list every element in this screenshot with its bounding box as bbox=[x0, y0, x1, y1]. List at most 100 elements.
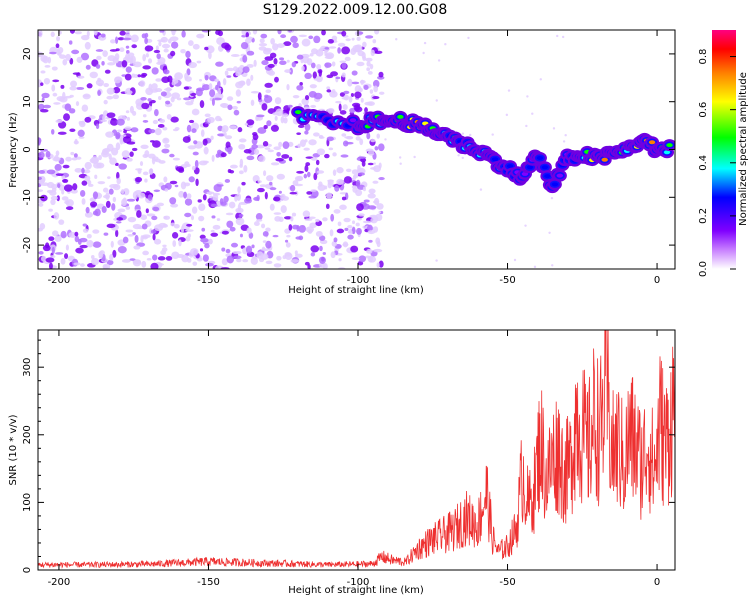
heatmap-noise-speck bbox=[354, 91, 362, 99]
heatmap-noise-speck bbox=[308, 35, 314, 40]
heatmap-noise-speck bbox=[125, 110, 130, 114]
heatmap-noise-speck bbox=[315, 218, 320, 223]
heatmap-noise-speck bbox=[157, 95, 162, 101]
heatmap-noise-speck bbox=[367, 70, 373, 75]
heatmap-noise-speck bbox=[189, 90, 193, 94]
heatmap-noise-speck bbox=[56, 195, 60, 202]
heatmap-noise-speck bbox=[326, 74, 334, 79]
heatmap-noise-speck bbox=[160, 250, 167, 256]
colorbar-tick-label: 0.8 bbox=[698, 49, 709, 65]
heatmap-noise-speck bbox=[193, 140, 198, 145]
heatmap-noise-speck bbox=[107, 62, 116, 66]
heatmap-noise-speck bbox=[183, 86, 190, 90]
heatmap-noise-speck bbox=[206, 191, 215, 195]
heatmap-noise-speck bbox=[44, 65, 51, 68]
heatmap-noise-speck bbox=[313, 35, 321, 44]
heatmap-noise-speck bbox=[221, 42, 230, 49]
heatmap-noise-speck bbox=[229, 169, 235, 174]
heatmap-noise-speck bbox=[43, 77, 51, 85]
heatmap-noise-speck bbox=[192, 43, 200, 50]
heatmap-noise-speck bbox=[103, 148, 111, 153]
heatmap-noise-speck bbox=[256, 144, 265, 149]
heatmap-noise-speck bbox=[149, 140, 155, 143]
heatmap-noise-speck bbox=[146, 213, 156, 217]
heatmap-noise-speck bbox=[286, 59, 290, 63]
heatmap-noise-speck bbox=[121, 150, 130, 159]
heatmap-noise-speck bbox=[111, 147, 119, 156]
heatmap-noise-speck bbox=[123, 129, 127, 134]
heatmap-noise-speck bbox=[351, 37, 355, 41]
heatmap-noise-speck bbox=[550, 196, 554, 200]
heatmap-noise-speck bbox=[152, 233, 156, 241]
heatmap-noise-speck bbox=[187, 145, 197, 150]
heatmap-noise-speck bbox=[324, 153, 330, 159]
heatmap-noise-speck bbox=[297, 124, 305, 129]
heatmap-noise-speck bbox=[186, 68, 191, 76]
chart-title: S129.2022.009.12.00.G08 bbox=[263, 2, 448, 18]
heatmap-noise-speck bbox=[131, 44, 137, 49]
heatmap-noise-speck bbox=[358, 255, 367, 263]
snr-frame bbox=[37, 329, 676, 571]
heatmap-noise-speck bbox=[235, 71, 241, 77]
heatmap-noise-speck bbox=[552, 127, 556, 130]
heatmap-noise-speck bbox=[276, 173, 285, 180]
heatmap-noise-speck bbox=[357, 156, 367, 159]
heatmap-noise-speck bbox=[342, 104, 348, 111]
heatmap-noise-speck bbox=[158, 41, 162, 47]
heatmap-noise-speck bbox=[326, 86, 331, 90]
heatmap-noise-speck bbox=[337, 47, 341, 54]
heatmap-noise-speck bbox=[216, 37, 225, 46]
heatmap-noise-speck bbox=[121, 259, 131, 263]
heatmap-noise-speck bbox=[366, 132, 371, 140]
heatmap-noise-speck bbox=[243, 164, 248, 173]
heatmap-noise-speck bbox=[62, 59, 68, 66]
heatmap-noise-speck bbox=[161, 43, 171, 49]
heatmap-noise-speck bbox=[55, 43, 60, 49]
heatmap-noise-speck bbox=[263, 170, 267, 177]
heatmap-noise-speck bbox=[444, 43, 447, 46]
heatmap-noise-speck bbox=[174, 127, 180, 131]
snr-x-label: Height of straight line (km) bbox=[288, 585, 424, 596]
heatmap-noise-speck bbox=[367, 224, 373, 232]
heatmap-noise-speck bbox=[270, 162, 280, 166]
heatmap-noise-speck bbox=[288, 156, 293, 162]
heatmap-noise-speck bbox=[74, 231, 79, 237]
heatmap-noise-speck bbox=[266, 175, 274, 182]
heatmap-noise-speck bbox=[343, 94, 350, 101]
colorbar-tick-label: 0.4 bbox=[698, 155, 709, 171]
heatmap-noise-speck bbox=[94, 174, 98, 180]
colorbar-tick-label: 0.6 bbox=[698, 102, 709, 118]
heatmap-noise-speck bbox=[226, 96, 234, 101]
heatmap-noise-speck bbox=[343, 217, 351, 223]
heatmap-noise-speck bbox=[48, 51, 57, 55]
heatmap-noise-speck bbox=[55, 252, 64, 255]
heatmap-noise-speck bbox=[299, 139, 306, 147]
heatmap-noise-speck bbox=[270, 38, 275, 45]
heatmap-noise-speck bbox=[312, 71, 317, 79]
heatmap-noise-speck bbox=[310, 104, 317, 109]
heatmap-noise-speck bbox=[101, 206, 107, 214]
heatmap-noise-speck bbox=[347, 224, 353, 229]
heatmap-noise-speck bbox=[52, 230, 59, 237]
heatmap-noise-speck bbox=[147, 58, 153, 64]
heatmap-noise-speck bbox=[40, 70, 46, 74]
heatmap-noise-speck bbox=[230, 242, 239, 248]
heatmap-noise-speck bbox=[92, 229, 100, 234]
heatmap-noise-speck bbox=[292, 180, 299, 186]
heatmap-noise-speck bbox=[376, 133, 380, 139]
heatmap-noise-speck bbox=[276, 255, 282, 261]
heatmap-noise-speck bbox=[367, 149, 375, 156]
heatmap-noise-speck bbox=[126, 30, 130, 33]
heatmap-noise-speck bbox=[79, 244, 88, 249]
heatmap-noise-speck bbox=[169, 197, 177, 205]
heatmap-noise-speck bbox=[242, 66, 250, 73]
heatmap-noise-speck bbox=[188, 40, 194, 47]
heatmap-noise-speck bbox=[229, 226, 236, 232]
spectrogram-x-tick-label: -150 bbox=[197, 275, 220, 286]
heatmap-noise-speck bbox=[239, 233, 243, 238]
heatmap-noise-speck bbox=[265, 227, 271, 232]
heatmap-noise-speck bbox=[378, 71, 384, 78]
heatmap-noise-speck bbox=[155, 78, 162, 82]
heatmap-noise-speck bbox=[107, 176, 111, 180]
heatmap-noise-speck bbox=[144, 150, 150, 158]
